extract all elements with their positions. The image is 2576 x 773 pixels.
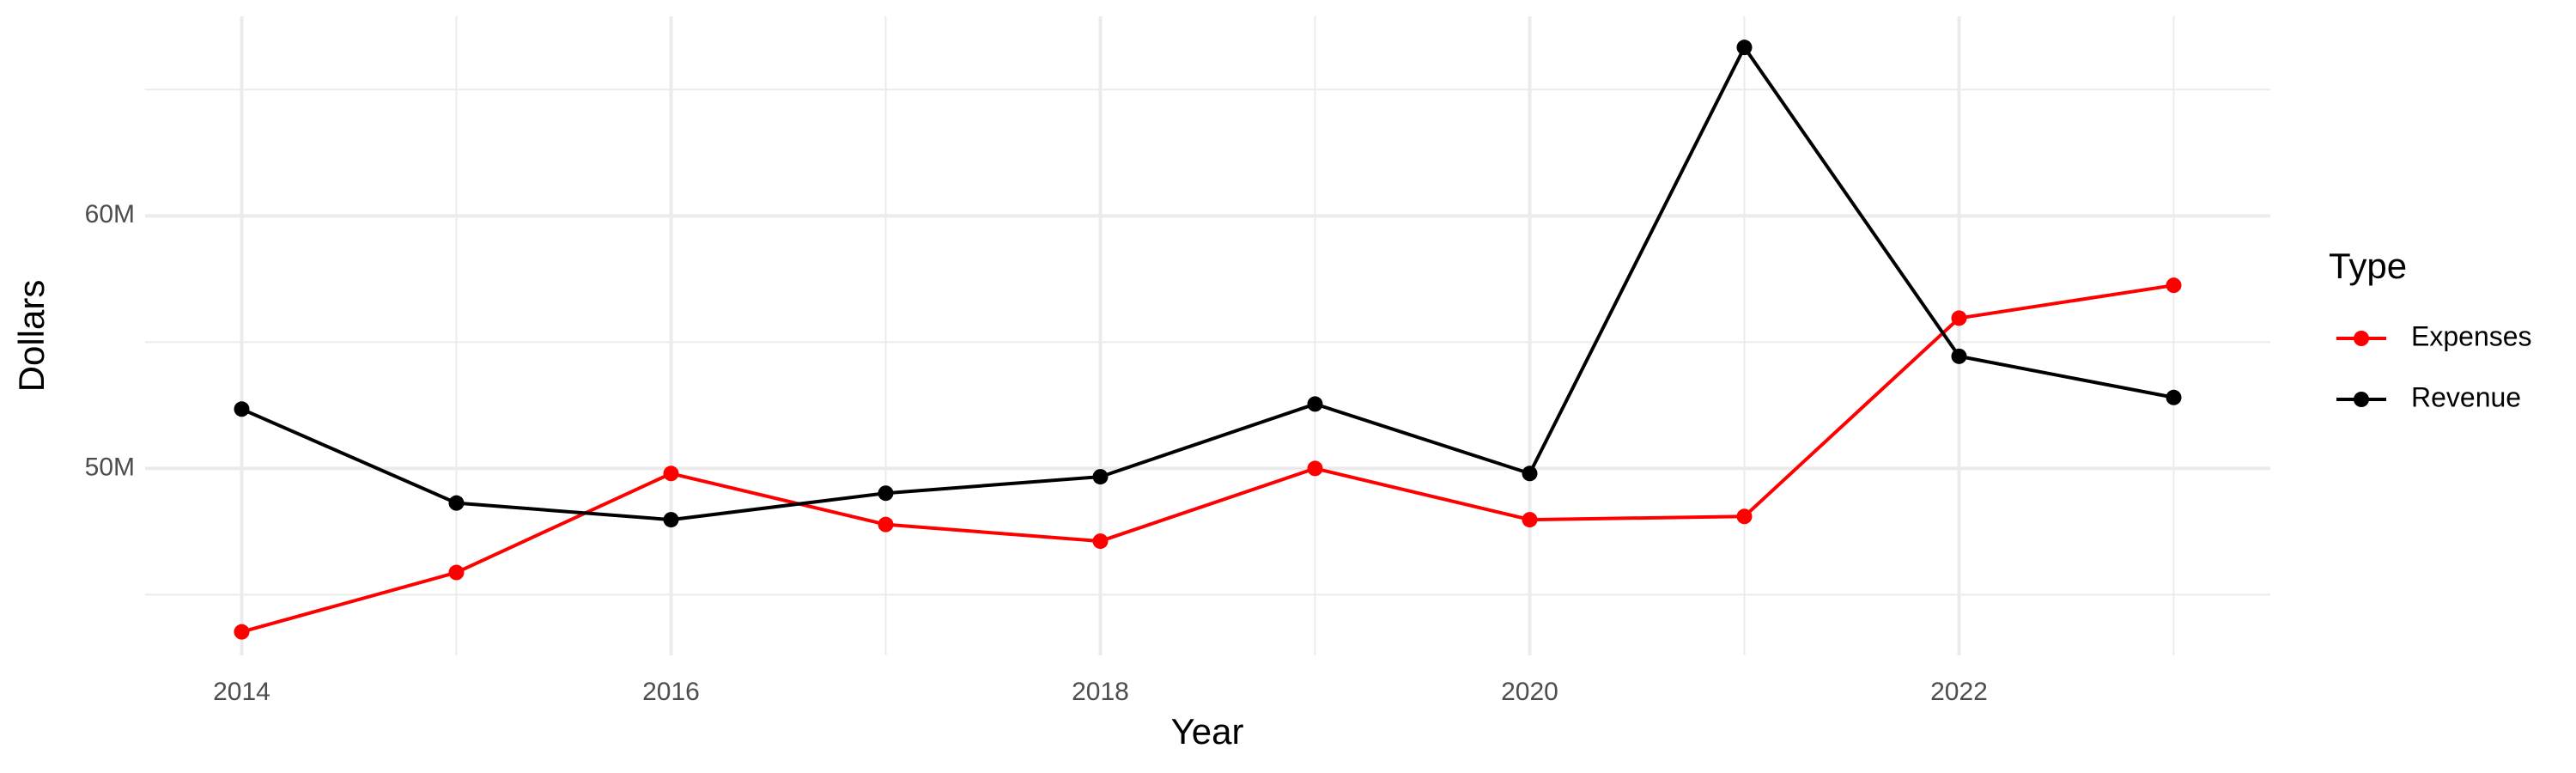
- x-tick-label: 2018: [1072, 678, 1129, 706]
- legend-point: [2354, 392, 2369, 407]
- data-point: [663, 512, 679, 528]
- data-point: [1092, 469, 1109, 485]
- legend: Expenses Revenue: [2336, 320, 2532, 412]
- series-line: [240, 283, 2174, 634]
- data-point: [1951, 348, 1967, 364]
- data-point: [1951, 310, 1967, 326]
- data-point: [234, 401, 250, 417]
- grid: [145, 16, 2270, 655]
- data-point: [878, 485, 894, 502]
- data-point: [2166, 277, 2182, 294]
- data-point: [1307, 396, 1323, 412]
- data-point: [1522, 512, 1538, 528]
- y-axis-title: Dollars: [11, 280, 52, 393]
- x-axis-title: Year: [1171, 711, 1244, 752]
- data-point: [878, 516, 894, 533]
- data-point: [1092, 533, 1109, 550]
- x-tick-label: 2014: [213, 678, 270, 706]
- legend-title: Type: [2329, 246, 2407, 286]
- legend-label: Revenue: [2411, 381, 2521, 412]
- data-point: [1307, 460, 1323, 477]
- series-line: [240, 46, 2174, 522]
- data-point: [1736, 508, 1753, 525]
- x-tick-label: 2022: [1930, 678, 1988, 706]
- data-point: [2166, 389, 2182, 405]
- data-point: [1736, 40, 1753, 56]
- y-tick-label: 60M: [85, 200, 135, 228]
- x-tick-label: 2016: [642, 678, 700, 706]
- legend-point: [2354, 331, 2369, 346]
- y-tick-label: 50M: [85, 453, 135, 481]
- plot-marks: [234, 40, 2182, 640]
- data-point: [448, 495, 465, 511]
- data-point: [1522, 466, 1538, 482]
- legend-label: Expenses: [2411, 320, 2532, 351]
- data-point: [663, 466, 679, 482]
- data-point: [448, 564, 465, 581]
- x-tick-label: 2020: [1501, 678, 1558, 706]
- data-point: [234, 624, 250, 640]
